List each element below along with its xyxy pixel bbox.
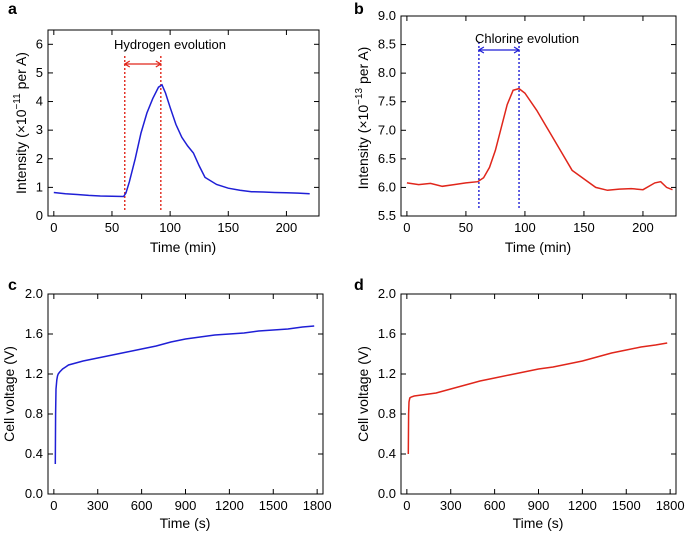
- x-axis-label: Time (s): [160, 515, 211, 531]
- y-axis-label-tail: per A): [355, 47, 371, 88]
- y-axis-label-tail: per A): [13, 52, 29, 93]
- x-ticks: 0 300 600 900 1200 1500 1800: [403, 294, 684, 513]
- panel-b: b 0 50 100 150 200 5.56.06.57.07.58.08.59.0 …: [354, 1, 676, 255]
- y-tick-label: 2: [36, 151, 43, 166]
- x-tick-label: 900: [528, 498, 550, 513]
- x-tick-label: 100: [514, 220, 536, 235]
- y-axis-label-exponent: −11: [12, 93, 23, 110]
- y-ticks: 0.0 0.4 0.8 1.2 1.6 2.0: [378, 286, 676, 501]
- x-axis-label: Time (s): [513, 515, 564, 531]
- x-tick-label: 1500: [612, 498, 641, 513]
- panel-d: d 0 300 600 900 1200 1500 1800 0.0 0.4 0.8 1.2 1.6…: [354, 277, 685, 531]
- x-ticks: 0 50 100 150 200: [403, 16, 654, 235]
- x-tick-label: 150: [573, 220, 595, 235]
- plot-frame: [401, 294, 676, 494]
- panel-letter-c: c: [8, 277, 17, 294]
- y-tick-label: 0.4: [378, 446, 396, 461]
- panel-a: a 0 50 100 150 200 0 1 2 3 4 5 6 Hydrogen evolutio…: [8, 1, 319, 255]
- y-tick-label: 8.5: [378, 37, 396, 52]
- y-tick-label: 1.2: [378, 366, 396, 381]
- y-tick-label: 6: [36, 36, 43, 51]
- x-tick-label: 300: [440, 498, 462, 513]
- x-tick-label: 1800: [656, 498, 685, 513]
- y-tick-label: 5: [36, 65, 43, 80]
- y-tick-label: 4: [36, 94, 43, 109]
- y-tick-label: 7.0: [378, 122, 396, 137]
- y-axis-label: Intensity (×10−13 per A): [354, 47, 371, 190]
- x-axis-label: Time (min): [505, 239, 571, 255]
- series-line: [55, 326, 314, 464]
- y-tick-label: 8.0: [378, 65, 396, 80]
- y-axis-label-exponent: −13: [354, 87, 365, 104]
- y-tick-label: 0: [36, 208, 43, 223]
- y-axis-label: Intensity (×10−11 per A): [12, 52, 29, 194]
- panel-letter-b: b: [354, 1, 364, 18]
- x-ticks: 0 50 100 150 200: [50, 30, 297, 235]
- plot-frame: [48, 294, 323, 494]
- x-ticks: 0 300 600 900 1200 1500 1800: [50, 294, 331, 513]
- y-tick-label: 5.5: [378, 208, 396, 223]
- y-tick-label: 7.5: [378, 94, 396, 109]
- y-tick-label: 0.0: [378, 486, 396, 501]
- x-tick-label: 0: [50, 498, 57, 513]
- annotation-hydrogen-evolution: Hydrogen evolution: [114, 37, 226, 52]
- series-line: [407, 89, 673, 191]
- y-tick-label: 0.0: [25, 486, 43, 501]
- marker-lines: [479, 42, 519, 210]
- x-tick-label: 900: [175, 498, 197, 513]
- y-tick-label: 1.6: [378, 326, 396, 341]
- x-tick-label: 600: [131, 498, 153, 513]
- plot-frame: [48, 30, 319, 216]
- y-axis-label: Cell voltage (V): [1, 346, 17, 442]
- x-tick-label: 1200: [568, 498, 597, 513]
- y-tick-label: 2.0: [378, 286, 396, 301]
- x-axis-label: Time (min): [150, 239, 216, 255]
- panel-c: c 0 300 600 900 1200 1500 1800 0.0 0.4 0.8 1.2 1.6…: [1, 277, 332, 531]
- x-tick-label: 50: [105, 220, 119, 235]
- y-tick-label: 1: [36, 179, 43, 194]
- y-tick-label: 0.8: [378, 406, 396, 421]
- y-tick-label: 0.4: [25, 446, 43, 461]
- series-line: [54, 85, 310, 197]
- y-axis-label-main: Intensity (×10: [13, 109, 29, 194]
- y-tick-label: 6.5: [378, 151, 396, 166]
- y-tick-label: 1.2: [25, 366, 43, 381]
- x-tick-label: 100: [159, 220, 181, 235]
- x-tick-label: 150: [217, 220, 239, 235]
- panel-letter-a: a: [8, 1, 17, 18]
- x-tick-label: 0: [403, 498, 410, 513]
- x-tick-label: 0: [50, 220, 57, 235]
- y-tick-label: 3: [36, 122, 43, 137]
- y-tick-label: 9.0: [378, 8, 396, 23]
- x-tick-label: 600: [484, 498, 506, 513]
- annotation-chlorine-evolution: Chlorine evolution: [475, 31, 579, 46]
- y-tick-label: 1.6: [25, 326, 43, 341]
- series-line: [408, 343, 667, 454]
- x-tick-label: 200: [276, 220, 298, 235]
- y-tick-label: 2.0: [25, 286, 43, 301]
- y-tick-label: 6.0: [378, 179, 396, 194]
- x-tick-label: 200: [632, 220, 654, 235]
- y-tick-label: 0.8: [25, 406, 43, 421]
- x-tick-label: 1200: [215, 498, 244, 513]
- marker-lines: [125, 56, 161, 210]
- x-tick-label: 0: [403, 220, 410, 235]
- y-axis-label: Cell voltage (V): [355, 346, 371, 442]
- x-tick-label: 300: [87, 498, 109, 513]
- y-axis-label-main: Intensity (×10: [355, 105, 371, 190]
- y-ticks: 0.0 0.4 0.8 1.2 1.6 2.0: [25, 286, 323, 501]
- panel-letter-d: d: [354, 277, 364, 294]
- x-tick-label: 1800: [303, 498, 332, 513]
- x-tick-label: 1500: [259, 498, 288, 513]
- x-tick-label: 50: [459, 220, 473, 235]
